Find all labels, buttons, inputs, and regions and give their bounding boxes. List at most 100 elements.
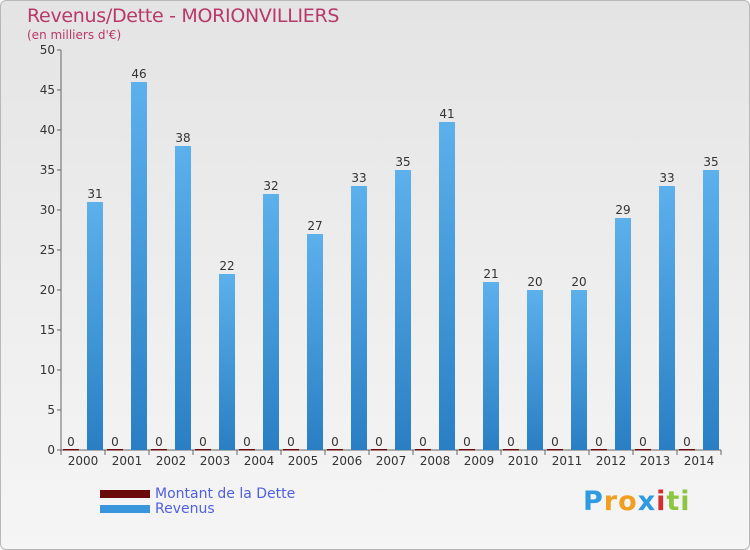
data-label-revenus: 27: [307, 219, 322, 233]
bar-revenus: [483, 282, 499, 450]
data-label-revenus: 31: [87, 187, 102, 201]
bar-revenus: [307, 234, 323, 450]
logo-letter: o: [618, 486, 638, 517]
bar-revenus: [395, 170, 411, 450]
bar-dette: [635, 449, 651, 451]
bar-revenus: [131, 82, 147, 450]
bar-revenus: [87, 202, 103, 450]
bar-dette: [63, 449, 79, 451]
bar-dette: [283, 449, 299, 451]
bar-dette: [503, 449, 519, 451]
x-tick-label: 2001: [112, 454, 143, 468]
logo-letter: r: [603, 486, 619, 517]
data-label-dette: 0: [67, 435, 75, 449]
data-label-dette: 0: [287, 435, 295, 449]
data-label-dette: 0: [199, 435, 207, 449]
data-label-dette: 0: [243, 435, 251, 449]
logo-letter: t: [666, 486, 681, 517]
data-label-revenus: 21: [483, 267, 498, 281]
y-tick-label: 30: [40, 203, 55, 217]
x-tick-label: 2010: [508, 454, 539, 468]
bar-revenus: [659, 186, 675, 450]
logo-letter: P: [583, 486, 604, 517]
logo-letter: i: [680, 486, 691, 517]
logo-letter: i: [656, 486, 667, 517]
bar-revenus: [219, 274, 235, 450]
bar-revenus: [527, 290, 543, 450]
bar-dette: [327, 449, 343, 451]
bar-revenus: [703, 170, 719, 450]
data-label-revenus: 35: [395, 155, 410, 169]
data-label-revenus: 33: [659, 171, 674, 185]
bar-revenus: [615, 218, 631, 450]
data-label-dette: 0: [331, 435, 339, 449]
y-tick-label: 10: [40, 363, 55, 377]
data-label-dette: 0: [551, 435, 559, 449]
chart-subtitle: (en milliers d'€): [27, 28, 122, 42]
x-tick-label: 2004: [244, 454, 275, 468]
x-tick-label: 2012: [596, 454, 627, 468]
y-tick-label: 45: [40, 83, 55, 97]
bar-dette: [415, 449, 431, 451]
legend-item-dette: Montant de la Dette: [100, 486, 296, 502]
bar-dette: [107, 449, 123, 451]
y-tick-label: 20: [40, 283, 55, 297]
data-label-dette: 0: [507, 435, 515, 449]
x-tick-label: 2005: [288, 454, 319, 468]
bar-dette: [371, 449, 387, 451]
data-label-dette: 0: [155, 435, 163, 449]
bar-dette: [591, 449, 607, 451]
legend-item-revenus: Revenus: [100, 501, 215, 517]
proxiti-logo: Proxiti: [583, 486, 691, 517]
data-label-revenus: 33: [351, 171, 366, 185]
x-tick-label: 2013: [640, 454, 671, 468]
data-label-dette: 0: [463, 435, 471, 449]
bar-dette: [459, 449, 475, 451]
data-label-revenus: 29: [615, 203, 630, 217]
data-label-revenus: 22: [219, 259, 234, 273]
y-tick-label: 5: [47, 403, 55, 417]
x-tick-label: 2006: [332, 454, 363, 468]
bar-revenus: [439, 122, 455, 450]
bar-revenus: [263, 194, 279, 450]
y-tick-label: 50: [40, 43, 55, 57]
legend-swatch-dette: [100, 490, 150, 498]
data-label-revenus: 20: [527, 275, 542, 289]
bar-revenus: [571, 290, 587, 450]
x-tick-label: 2002: [156, 454, 187, 468]
bar-revenus: [351, 186, 367, 450]
bar-dette: [151, 449, 167, 451]
bar-dette: [239, 449, 255, 451]
bar-dette: [679, 449, 695, 451]
chart-title: Revenus/Dette - MORIONVILLIERS: [27, 5, 340, 27]
y-tick-label: 40: [40, 123, 55, 137]
logo-letter: x: [637, 486, 657, 517]
x-tick-label: 2007: [376, 454, 407, 468]
data-label-dette: 0: [683, 435, 691, 449]
data-label-dette: 0: [111, 435, 119, 449]
bar-dette: [547, 449, 563, 451]
x-tick-label: 2003: [200, 454, 231, 468]
data-label-revenus: 41: [439, 107, 454, 121]
bar-dette: [195, 449, 211, 451]
data-label-revenus: 46: [131, 67, 146, 81]
data-label-dette: 0: [375, 435, 383, 449]
data-label-dette: 0: [595, 435, 603, 449]
x-tick-label: 2014: [684, 454, 715, 468]
y-tick-label: 25: [40, 243, 55, 257]
x-tick-label: 2009: [464, 454, 495, 468]
x-tick-label: 2011: [552, 454, 583, 468]
y-tick-label: 0: [47, 443, 55, 457]
data-label-revenus: 35: [703, 155, 718, 169]
y-tick-label: 35: [40, 163, 55, 177]
legend-label-dette: Montant de la Dette: [155, 486, 296, 502]
x-tick-label: 2008: [420, 454, 451, 468]
bar-revenus: [175, 146, 191, 450]
x-tick-label: 2000: [68, 454, 99, 468]
data-label-revenus: 32: [263, 179, 278, 193]
data-label-dette: 0: [639, 435, 647, 449]
legend-label-revenus: Revenus: [155, 501, 215, 517]
data-label-dette: 0: [419, 435, 427, 449]
legend-swatch-revenus: [100, 505, 150, 513]
